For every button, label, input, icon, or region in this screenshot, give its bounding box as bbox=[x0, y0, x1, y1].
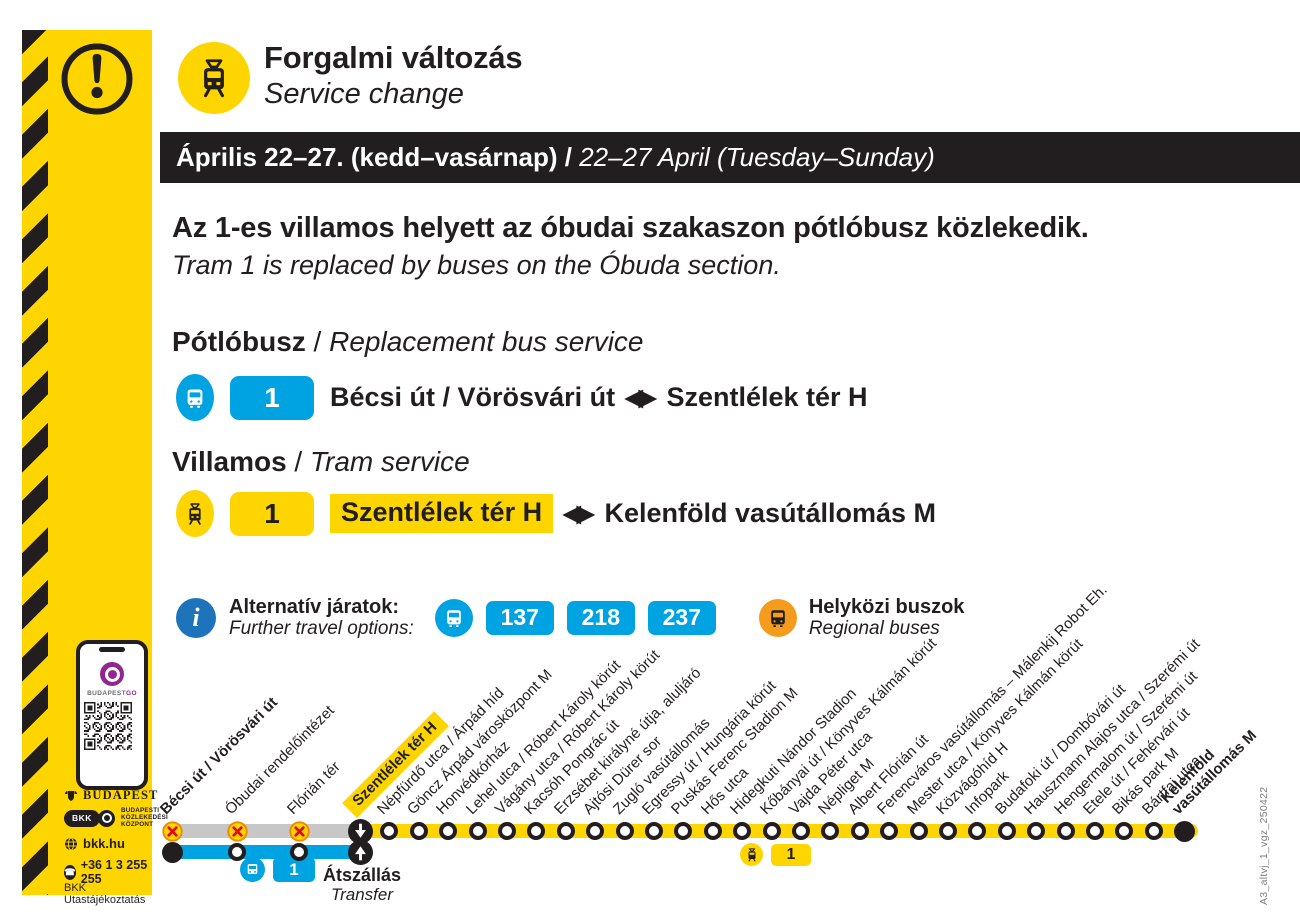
info-icon: i bbox=[176, 597, 216, 638]
tram-stop-marker bbox=[1115, 822, 1134, 840]
poster-title-hu: Forgalmi változás bbox=[264, 40, 523, 75]
website-url: bkk.hu bbox=[83, 836, 125, 851]
tram-stop-marker bbox=[733, 822, 752, 840]
tram-stop-marker bbox=[468, 822, 487, 840]
phone-number: +36 1 3 255 255 bbox=[80, 858, 148, 886]
bidirectional-arrows-icon: ◀▶ bbox=[563, 500, 594, 526]
tram-icon bbox=[740, 843, 763, 866]
budapestgo-app-name: BUDAPESTGO bbox=[87, 690, 137, 697]
tram-stop-marker bbox=[674, 822, 693, 840]
alternatives-label: Alternatív járatok: Further travel optio… bbox=[229, 596, 414, 640]
tram-line-badge: 1 bbox=[771, 843, 811, 866]
tram-stop-marker bbox=[821, 822, 840, 840]
tram-stop-marker bbox=[703, 822, 722, 840]
bus-section-heading: Pótlóbusz / Replacement bus service bbox=[172, 326, 644, 357]
budapest-brand: BUDAPEST bbox=[64, 788, 158, 803]
qr-code bbox=[84, 702, 132, 750]
footer-code: A3_altvj_1_vgz_250422 bbox=[1258, 786, 1270, 905]
replacement-bus-line bbox=[170, 845, 366, 859]
regional-bus-icon bbox=[758, 598, 797, 637]
date-bar: Április 22–27. (kedd–vasárnap) / 22–27 A… bbox=[160, 132, 1300, 183]
highlighted-stop: Szentlélek tér H bbox=[330, 494, 554, 533]
tram-badge-row: 1 bbox=[740, 843, 811, 866]
replacement-bus-badge-row: 1 bbox=[240, 857, 315, 882]
tram-stop-marker bbox=[645, 822, 663, 840]
tram-stop-marker bbox=[1027, 822, 1046, 840]
bus-terminus-marker bbox=[161, 841, 183, 863]
budapest-crest-icon bbox=[65, 790, 77, 801]
website-row: bkk.hu bbox=[64, 836, 125, 851]
tram-line bbox=[352, 824, 1198, 838]
bus-line-badge: 1 bbox=[273, 857, 315, 882]
tram-stop-marker bbox=[1056, 822, 1075, 840]
tram-stop-marker bbox=[556, 822, 575, 840]
tram-stop-marker bbox=[615, 822, 634, 840]
bkk-logo-icon: BKK bbox=[64, 809, 116, 827]
info-service-line: BKK Utastájékoztatás bbox=[64, 882, 146, 906]
bus-stop-marker bbox=[290, 843, 308, 861]
tram-stop-marker bbox=[527, 822, 546, 840]
warning-icon bbox=[58, 40, 136, 118]
closed-stop-icon bbox=[288, 820, 310, 847]
alternatives-row: i Alternatív járatok: Further travel opt… bbox=[176, 596, 964, 640]
tram-stop-marker bbox=[909, 822, 928, 840]
phone-icon: ☎ bbox=[64, 864, 76, 880]
poster-title-en: Service change bbox=[264, 77, 464, 110]
lead-heading-en: Tram 1 is replaced by buses on the Óbuda… bbox=[172, 250, 781, 280]
tram-section-heading: Villamos / Tram service bbox=[172, 446, 470, 477]
tram-stop-marker bbox=[498, 822, 516, 840]
date-hu: Április 22–27. (kedd–vasárnap) bbox=[176, 142, 558, 172]
tram-stop-marker bbox=[850, 822, 869, 840]
regional-buses-group: Helyközi buszok Regional buses bbox=[758, 596, 965, 640]
lead-heading-hu: Az 1-es villamos helyett az óbudai szaka… bbox=[172, 212, 1089, 244]
alt-route-badge: 137 bbox=[485, 600, 554, 635]
tram-stop-marker bbox=[439, 822, 458, 840]
bkk-logo: BKK BUDAPESTI KÖZLEKEDÉSI KÖZPONT bbox=[64, 807, 168, 828]
bus-stop-marker bbox=[228, 843, 246, 861]
phone-row: ☎ +36 1 3 255 255 bbox=[64, 858, 152, 886]
tram-stop-marker bbox=[939, 822, 957, 840]
transfer-note: Átszállás Transfer bbox=[322, 865, 402, 904]
alt-route-badge: 218 bbox=[566, 600, 635, 635]
budapestgo-phone: BUDAPESTGO bbox=[76, 640, 148, 790]
transfer-up-icon bbox=[347, 839, 373, 870]
sidebar: BUDAPESTGO BUDAPEST BKK BUDAPESTI KÖZLE bbox=[22, 30, 168, 906]
tram-stop-marker bbox=[409, 822, 428, 840]
suspended-tram-line bbox=[170, 824, 366, 838]
tram-terminus-marker bbox=[1173, 820, 1195, 842]
transfer-down-icon bbox=[347, 818, 373, 849]
bus-line-badge: 1 bbox=[230, 375, 314, 420]
hazard-stripes bbox=[22, 30, 48, 895]
tram-stop-marker bbox=[586, 822, 605, 840]
tram-stop-marker bbox=[380, 822, 399, 840]
globe-icon bbox=[65, 837, 77, 850]
tram-route-text: Szentlélek tér H ◀▶ Kelenföld vasútállom… bbox=[330, 494, 936, 533]
tram-line-badge: 1 bbox=[230, 491, 314, 536]
tram-stop-marker bbox=[762, 822, 781, 840]
bus-icon bbox=[434, 598, 473, 637]
tram-stop-marker bbox=[1144, 822, 1163, 840]
regional-buses-label: Helyközi buszok Regional buses bbox=[808, 596, 965, 640]
bus-icon bbox=[176, 374, 214, 421]
tram-stop-marker bbox=[997, 822, 1016, 840]
bidirectional-arrows-icon: ◀▶ bbox=[625, 384, 656, 410]
bus-route-text: Bécsi út / Vörösvári út ◀▶ Szentlélek té… bbox=[330, 382, 868, 412]
phone-notch-icon bbox=[99, 647, 125, 652]
tram-route-row: 1 Szentlélek tér H ◀▶ Kelenföld vasútáll… bbox=[176, 490, 936, 537]
closed-stop-icon bbox=[226, 820, 248, 847]
bus-icon bbox=[240, 857, 265, 882]
tram-stop-marker bbox=[968, 822, 987, 840]
tram-icon bbox=[176, 490, 214, 537]
bus-route-row: 1 Bécsi út / Vörösvári út ◀▶ Szentlélek … bbox=[176, 374, 868, 421]
tram-stop-marker bbox=[792, 822, 810, 840]
alt-route-badge: 237 bbox=[647, 600, 716, 635]
tram-stop-marker bbox=[1086, 822, 1104, 840]
tram-stop-marker bbox=[880, 822, 899, 840]
tram-header-icon bbox=[178, 42, 250, 114]
bkk-full-name: BUDAPESTI KÖZLEKEDÉSI KÖZPONT bbox=[121, 807, 168, 828]
budapestgo-logo-icon bbox=[100, 662, 124, 686]
date-en: 22–27 April (Tuesday–Sunday) bbox=[579, 142, 935, 172]
